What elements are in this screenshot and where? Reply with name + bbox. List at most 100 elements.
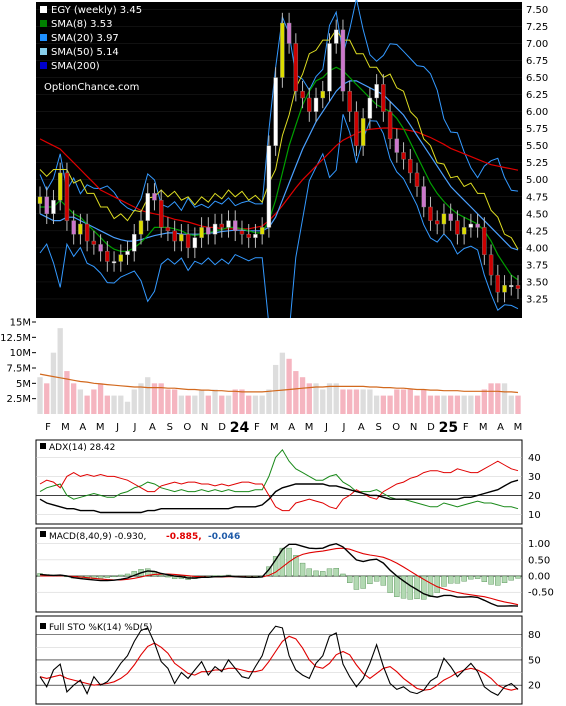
macd-histogram-bar	[104, 575, 111, 578]
x-tick-label: A	[497, 422, 504, 433]
macd-tick-label: 1.00	[528, 539, 550, 550]
macd-tick-label: -0.50	[528, 588, 554, 599]
volume-bar	[400, 389, 407, 414]
volume-bar	[286, 358, 292, 414]
price-candle	[273, 77, 278, 146]
volume-bar	[131, 389, 137, 414]
macd-histogram-bar	[340, 573, 346, 577]
volume-bar	[495, 383, 501, 414]
price-candle	[401, 152, 406, 160]
volume-bar	[313, 383, 319, 414]
macd-histogram-bar	[165, 575, 171, 578]
volume-bar	[293, 371, 299, 414]
volume-bar	[151, 383, 158, 414]
macd-histogram-bar	[414, 575, 420, 600]
macd-histogram-bar	[320, 571, 326, 577]
macd-hist-label: -0.046	[208, 532, 240, 542]
price-tick-label: 3.50	[526, 277, 548, 288]
price-candle	[105, 251, 110, 262]
price-tick-label: 4.50	[526, 209, 548, 220]
x-tick-label: M	[270, 422, 279, 433]
volume-bar	[373, 395, 380, 414]
macd-histogram-bar	[313, 570, 319, 577]
macd-histogram-bar	[111, 575, 117, 578]
x-tick-label: J	[324, 422, 328, 433]
price-candle	[448, 213, 453, 221]
price-tick-label: 3.75	[526, 260, 548, 271]
price-tick-label: 7.00	[526, 39, 548, 50]
price-tick-label: 5.75	[526, 124, 548, 135]
price-tick-label: 5.50	[526, 141, 548, 152]
price-candle	[428, 206, 433, 221]
volume-bar	[454, 395, 461, 414]
adx-tick-label: 20	[528, 491, 541, 502]
volume-bar	[192, 395, 198, 414]
x-tick-label: F	[463, 422, 469, 433]
macd-histogram-bar	[299, 562, 306, 577]
volume-bar	[515, 395, 521, 414]
x-tick-label: M	[479, 422, 488, 433]
sto-tick-label: 20	[528, 681, 541, 692]
volume-bar	[421, 389, 427, 414]
price-tick-label: 6.50	[526, 73, 548, 84]
price-candle	[367, 97, 373, 119]
macd-histogram-bar	[145, 568, 151, 577]
price-candle	[44, 196, 49, 215]
x-tick-label: 24	[230, 420, 250, 436]
volume-bar	[84, 395, 90, 414]
price-candle	[327, 43, 332, 92]
price-tick-label: 6.75	[526, 56, 548, 67]
price-tick-label: 4.25	[526, 226, 548, 237]
upper-band-line	[39, 0, 519, 212]
macd-histogram-bar	[118, 574, 124, 577]
price-candle	[78, 223, 83, 235]
macd-histogram-bar	[461, 575, 467, 582]
volume-bar	[407, 389, 413, 414]
legend-sma200: SMA(200)	[51, 61, 100, 72]
price-candle	[320, 90, 325, 99]
volume-bar	[118, 395, 124, 414]
x-tick-label: A	[288, 422, 295, 433]
macd-histogram-bar	[400, 575, 407, 599]
price-candle	[509, 285, 514, 288]
macd-histogram-bar	[394, 575, 400, 597]
price-candle	[233, 220, 238, 232]
volume-bar	[272, 364, 279, 414]
price-candle	[158, 199, 164, 228]
price-candle	[192, 237, 198, 249]
x-tick-label: M	[96, 422, 105, 433]
x-tick-label: D	[218, 422, 226, 433]
price-candle	[212, 223, 218, 235]
price-candle	[340, 29, 346, 92]
price-candle	[455, 220, 460, 235]
volume-bar	[198, 389, 205, 414]
macd-histogram-bar	[468, 575, 474, 580]
price-candle	[206, 227, 211, 235]
volume-bar	[488, 383, 494, 414]
volume-bar	[333, 383, 339, 414]
price-tick-label: 5.25	[526, 158, 548, 169]
price-candle	[199, 227, 204, 238]
volume-bar	[77, 389, 84, 414]
price-candle	[313, 97, 319, 112]
volume-bar	[474, 395, 481, 414]
macd-histogram-bar	[441, 575, 447, 587]
x-tick-label: M	[61, 422, 70, 433]
price-candle	[179, 234, 184, 242]
sma-envelope-line	[39, 28, 519, 250]
volume-bar	[178, 395, 185, 414]
price-candle	[138, 220, 144, 235]
macd-histogram-bar	[501, 575, 508, 583]
macd-panel: 1.00 0.50 0.00 -0.50 MACD(8,40,9) -0.930, -…	[35, 527, 554, 613]
volume-bar	[279, 352, 286, 414]
x-tick-label: O	[392, 422, 400, 433]
price-candle	[381, 84, 386, 112]
price-candle	[71, 220, 76, 235]
macd-histogram-bar	[353, 575, 360, 590]
macd-tick-label: 0.50	[528, 555, 550, 566]
x-tick-label: M	[305, 422, 314, 433]
price-candle	[266, 145, 272, 228]
volume-bar	[481, 389, 487, 414]
volume-bar	[138, 383, 144, 414]
volume-bar	[97, 383, 104, 414]
